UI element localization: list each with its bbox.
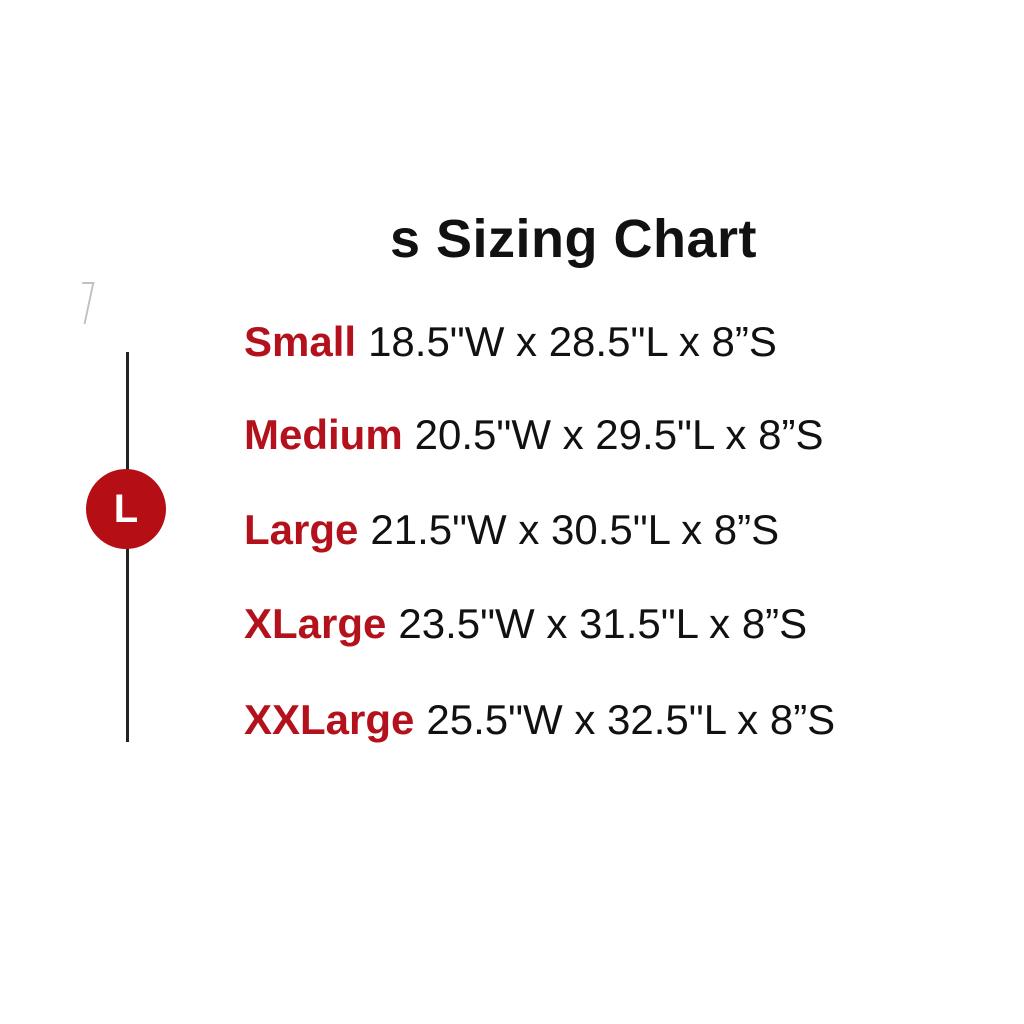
- size-row-xlarge: XLarge 23.5"W x 31.5"L x 8”S: [244, 600, 807, 648]
- size-row-small: Small 18.5"W x 28.5"L x 8”S: [244, 318, 777, 366]
- size-label: XLarge: [244, 600, 387, 647]
- size-dimensions: 23.5"W x 31.5"L x 8”S: [398, 600, 808, 647]
- size-label: Medium: [244, 411, 403, 458]
- size-row-xxlarge: XXLarge 25.5"W x 32.5"L x 8”S: [244, 696, 835, 744]
- size-label: XXLarge: [244, 696, 415, 743]
- size-dimensions: 18.5"W x 28.5"L x 8”S: [368, 318, 777, 365]
- size-label: Large: [244, 506, 359, 553]
- size-badge: L: [86, 469, 166, 549]
- size-dimensions: 21.5"W x 30.5"L x 8”S: [370, 506, 780, 553]
- size-row-medium: Medium 20.5"W x 29.5"L x 8”S: [244, 411, 823, 459]
- decorative-hook: [73, 282, 95, 324]
- size-dimensions: 25.5"W x 32.5"L x 8”S: [426, 696, 836, 743]
- size-dimensions: 20.5"W x 29.5"L x 8”S: [414, 411, 824, 458]
- chart-title: s Sizing Chart: [390, 209, 758, 269]
- size-label: Small: [244, 318, 357, 365]
- size-row-large: Large 21.5"W x 30.5"L x 8”S: [244, 506, 779, 554]
